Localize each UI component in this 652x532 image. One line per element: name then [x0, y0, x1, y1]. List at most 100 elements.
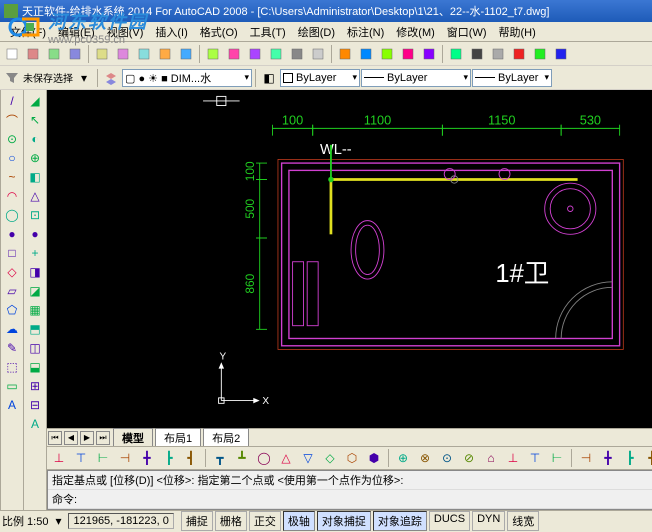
linetype-dropdown[interactable]: ByLayer▾ [361, 69, 471, 87]
plumbing-tool-button[interactable]: ⊙ [437, 448, 457, 468]
toolbar-button[interactable] [377, 44, 397, 64]
status-toggle[interactable]: DUCS [429, 511, 470, 531]
plumbing-tool-button[interactable]: ⊥ [49, 448, 69, 468]
tab-nav-button[interactable]: ▶ [80, 431, 94, 445]
tool-button[interactable]: ~ [2, 168, 22, 186]
tool-button[interactable]: ⊟ [25, 396, 45, 414]
toolbar-button[interactable] [467, 44, 487, 64]
tool-button[interactable]: □ [2, 244, 22, 262]
tool-button[interactable]: ◇ [2, 263, 22, 281]
plumbing-tool-button[interactable]: ⊣ [576, 448, 596, 468]
status-toggle[interactable]: 正交 [249, 511, 281, 531]
drawing-canvas[interactable]: 10011001150530100500860WL--1#卫H350YX [47, 90, 652, 428]
status-toggle[interactable]: 线宽 [507, 511, 539, 531]
toolbar-button[interactable] [92, 44, 112, 64]
tool-button[interactable]: ☁ [2, 320, 22, 338]
tool-button[interactable]: ▭ [2, 377, 22, 395]
toolbar-button[interactable] [2, 44, 22, 64]
toolbar-button[interactable] [488, 44, 508, 64]
menu-item[interactable]: 格式(O) [194, 22, 244, 42]
plumbing-tool-button[interactable]: ⊤ [71, 448, 91, 468]
tool-button[interactable]: ◠ [2, 187, 22, 205]
menu-item[interactable]: 标注(N) [341, 22, 390, 42]
plumbing-tool-button[interactable]: ⊣ [115, 448, 135, 468]
toolbar-button[interactable] [398, 44, 418, 64]
toolbar-button[interactable] [44, 44, 64, 64]
plumbing-tool-button[interactable]: ⬢ [364, 448, 384, 468]
tool-button[interactable]: ◯ [2, 206, 22, 224]
tool-button[interactable]: ⬚ [2, 358, 22, 376]
tool-button[interactable]: A [2, 396, 22, 414]
plumbing-tool-button[interactable]: ⬡ [342, 448, 362, 468]
plumbing-tool-button[interactable]: ⊘ [459, 448, 479, 468]
layout-tab[interactable]: 布局2 [203, 428, 249, 448]
plumbing-tool-button[interactable]: ╋ [137, 448, 157, 468]
toolbar-button[interactable] [134, 44, 154, 64]
plumbing-tool-button[interactable]: ⊥ [503, 448, 523, 468]
toolbar-button[interactable] [65, 44, 85, 64]
plumbing-tool-button[interactable]: ┻ [232, 448, 252, 468]
tool-button[interactable]: ◫ [25, 339, 45, 357]
tool-button[interactable]: ⊞ [25, 377, 45, 395]
tool-button[interactable]: ✎ [2, 339, 22, 357]
plumbing-tool-button[interactable]: ⊕ [393, 448, 413, 468]
tab-nav-button[interactable]: ⏮ [48, 431, 62, 445]
toolbar-button[interactable] [446, 44, 466, 64]
tool-button[interactable]: ⊕ [25, 149, 45, 167]
tool-button[interactable]: ● [25, 225, 45, 243]
menu-item[interactable]: 帮助(H) [493, 22, 542, 42]
tool-button[interactable]: / [2, 92, 22, 110]
plumbing-tool-button[interactable]: ⊢ [547, 448, 567, 468]
menu-item[interactable]: 绘图(D) [292, 22, 341, 42]
layout-tab[interactable]: 布局1 [155, 428, 201, 448]
toolbar-button[interactable] [266, 44, 286, 64]
color-dropdown[interactable]: ByLayer▾ [280, 69, 360, 87]
menu-item[interactable]: 插入(I) [149, 22, 193, 42]
toolbar-button[interactable] [335, 44, 355, 64]
status-toggle[interactable]: 极轴 [283, 511, 315, 531]
scale-arrow-icon[interactable]: ▾ [48, 511, 68, 531]
toolbar-button[interactable] [308, 44, 328, 64]
toolbar-button[interactable] [287, 44, 307, 64]
toolbar-button[interactable] [419, 44, 439, 64]
menu-item[interactable]: 工具(T) [244, 22, 292, 42]
tool-button[interactable]: ● [2, 225, 22, 243]
plumbing-tool-button[interactable]: ┫ [181, 448, 201, 468]
tool-button[interactable]: ↖ [25, 111, 45, 129]
command-input[interactable]: 命令: [48, 490, 652, 509]
tool-button[interactable]: A [25, 415, 45, 433]
plumbing-tool-button[interactable]: ┳ [210, 448, 230, 468]
plumbing-tool-button[interactable]: ⊢ [93, 448, 113, 468]
plumbing-tool-button[interactable]: ◇ [320, 448, 340, 468]
layout-tab[interactable]: 模型 [113, 428, 153, 448]
tool-button[interactable]: + [25, 244, 45, 262]
tool-button[interactable]: ▦ [25, 301, 45, 319]
menu-item[interactable]: 窗口(W) [441, 22, 493, 42]
plumbing-tool-button[interactable]: ⌂ [481, 448, 501, 468]
tab-nav-button[interactable]: ⏭ [96, 431, 110, 445]
command-area[interactable]: 指定基点或 [位移(D)] <位移>: 指定第二个点或 <使用第一个点作为位移>… [47, 470, 652, 510]
tool-button[interactable]: ○ [2, 149, 22, 167]
tool-button[interactable]: △ [25, 187, 45, 205]
plumbing-tool-button[interactable]: ⊗ [415, 448, 435, 468]
tool-button[interactable]: ◐ [25, 130, 45, 148]
layer-icon[interactable] [101, 68, 121, 88]
toolbar-button[interactable] [224, 44, 244, 64]
tool-button[interactable]: ⬠ [2, 301, 22, 319]
tool-button[interactable]: ⊡ [25, 206, 45, 224]
plumbing-tool-button[interactable]: ┫ [642, 448, 652, 468]
tool-button[interactable]: ⬓ [25, 358, 45, 376]
tool-button[interactable]: ◨ [25, 263, 45, 281]
plumbing-tool-button[interactable]: ╋ [598, 448, 618, 468]
status-toggle[interactable]: 对象捕捉 [317, 511, 371, 531]
status-toggle[interactable]: 对象追踪 [373, 511, 427, 531]
status-toggle[interactable]: 栅格 [215, 511, 247, 531]
tool-button[interactable]: ◪ [25, 282, 45, 300]
plumbing-tool-button[interactable]: ┣ [159, 448, 179, 468]
toolbar-button[interactable] [113, 44, 133, 64]
tool-button[interactable]: ◢ [25, 92, 45, 110]
tool-button[interactable]: ⊙ [2, 130, 22, 148]
filter-icon[interactable] [2, 68, 22, 88]
status-toggle[interactable]: DYN [472, 511, 505, 531]
lineweight-dropdown[interactable]: ByLayer▾ [472, 69, 552, 87]
